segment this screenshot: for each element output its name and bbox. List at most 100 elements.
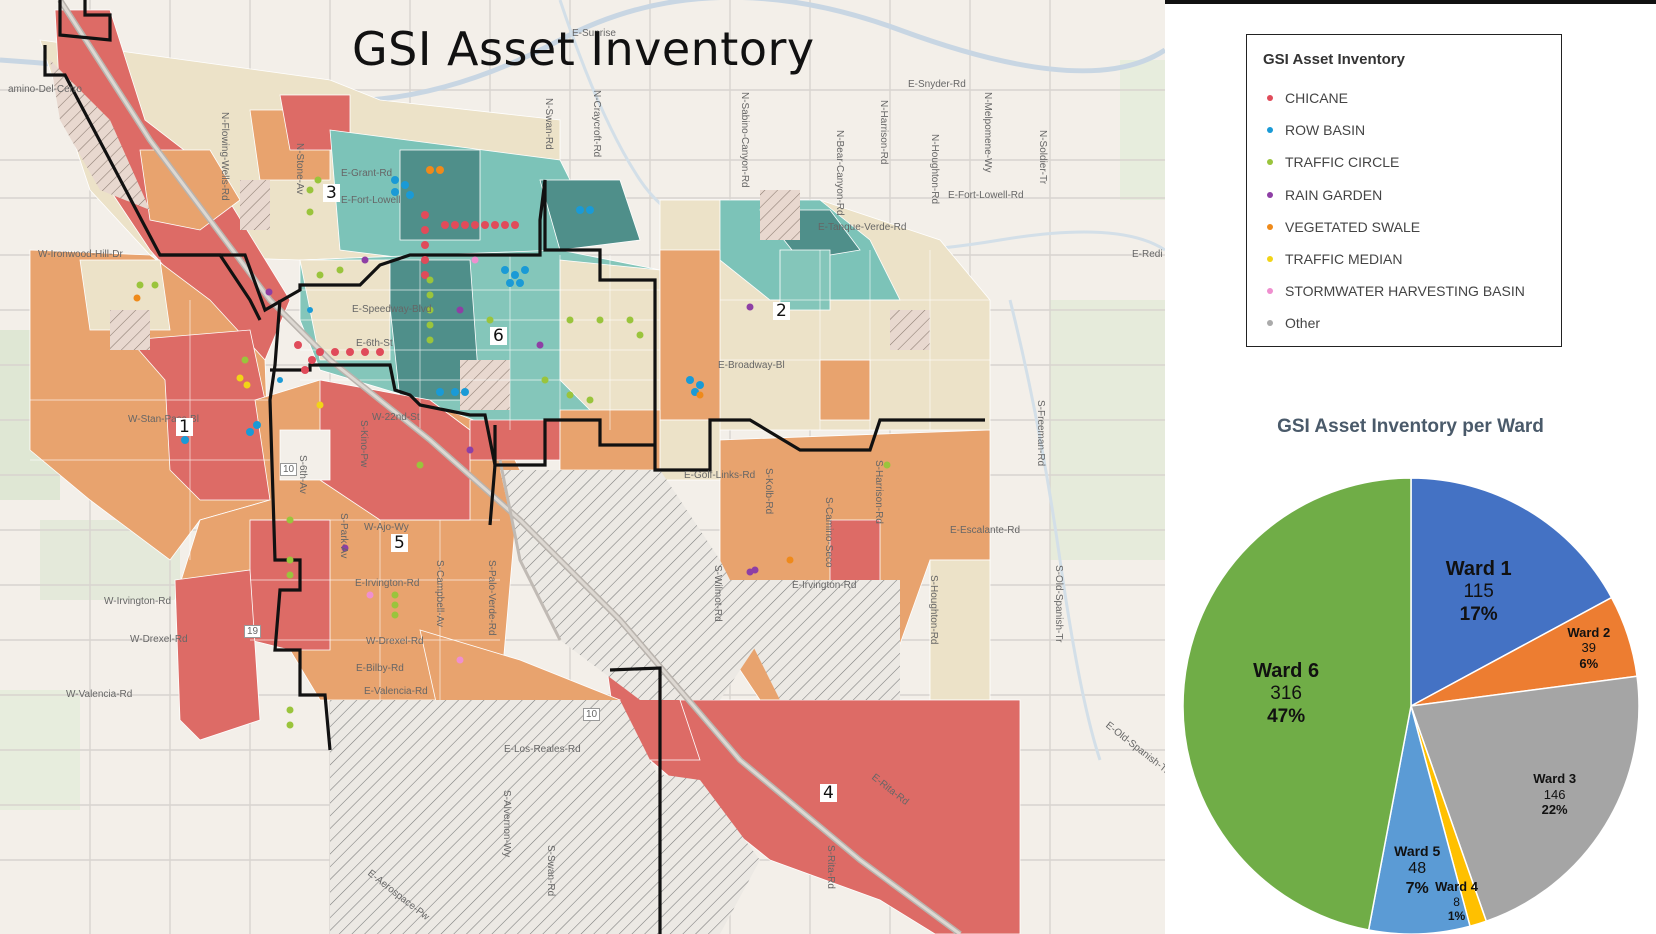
street-label: N-Houghton-Rd [929,134,940,205]
legend-item-rain-garden: RAIN GARDEN [1267,187,1382,203]
chart-title: GSI Asset Inventory per Ward [1277,416,1544,437]
ward-number-label: 2 [773,302,790,320]
pie-slice-ward-3 [1409,675,1640,923]
street-label: E-Valencia-Rd [364,686,428,697]
legend-item-vegetated-swale: VEGETATED SWALE [1267,219,1420,235]
street-label: S-Kolb-Rd [763,468,774,515]
highway-shield: 10 [280,463,298,476]
street-label: W-Ajo-Wy [364,522,409,533]
legend-swatch [1267,256,1273,263]
street-label: E-Irvington-Rd [792,580,857,591]
legend-swatch [1267,224,1273,231]
street-label: E-Fort-Lowell [341,195,401,206]
highways [57,0,962,934]
legend-item-traffic-median: TRAFFIC MEDIAN [1267,251,1402,267]
legend-swatch [1267,320,1273,327]
street-label: N-Flowing-Wells-Rd [219,112,230,201]
street-label: E-Escalante-Rd [950,525,1021,536]
slice-percent-label: 6% [1579,656,1599,672]
slice-category-label: Ward 4 [1435,879,1478,895]
slice-category-label: Ward 2 [1567,624,1611,640]
street-label: E-Fort-Lowell-Rd [948,190,1024,201]
street-label: E-Irvington-Rd [355,578,420,589]
pie-data-label: Ward 5 48 7% [1394,843,1440,898]
street-label: E-Los-Reales-Rd [504,744,581,755]
street-label: E-Redi [1132,249,1163,260]
legend-swatch [1267,288,1273,295]
slice-category-label: Ward 1 [1445,558,1512,581]
street-label: E-Bilby-Rd [356,663,404,674]
street-label: N-Harrison-Rd [878,100,889,165]
legend-item-traffic-circle: TRAFFIC CIRCLE [1267,154,1399,170]
legend-item-stormwater-harvesting-basin: STORMWATER HARVESTING BASIN [1267,283,1525,299]
legend-swatch [1267,192,1273,199]
street-label: N-Craycroft-Rd [591,90,602,158]
street-label: E-Sunrise [572,28,616,39]
street-label: N-Sabino-Canyon-Rd [739,92,750,188]
legend-title: GSI Asset Inventory [1263,51,1405,68]
slice-value-label: 115 [1463,581,1494,603]
highway-shield: 10 [583,708,601,721]
street-label: W-Irvington-Rd [104,596,172,607]
slice-value-label: 39 [1581,640,1597,656]
pie-slice-ward-6 [1182,477,1412,931]
street-label: W-Stan-Pass-Bl [128,414,199,425]
street-label: S-6th-Av [297,455,308,494]
gsi-asset-points [133,166,891,729]
street-label: W-Drexel-Rd [366,636,424,647]
slice-category-label: Ward 3 [1533,770,1577,786]
street-label: N-Swan-Rd [543,98,554,150]
street-label: S-Campbell-Av [434,560,445,628]
street-label: S-Park-Av [338,513,349,559]
street-label: E-Speedway-Blvd [352,304,432,315]
legend-swatch [1267,127,1273,134]
ward-map[interactable]: 10 10 19 amino-Del-Cerro W-Ironwood-Hill… [0,0,1165,934]
legend-swatch [1267,95,1273,102]
pie-slice-ward-1 [1410,477,1613,708]
slice-percent-label: 7% [1405,879,1429,897]
ward-number-label: 5 [391,534,408,552]
street-label: N-Soldier-Tr [1037,130,1048,185]
pie-data-label: Ward 2 39 6% [1567,625,1610,672]
slice-percent-label: 22% [1541,802,1568,818]
slice-value-label: 48 [1408,860,1427,878]
street-label: E-Grant-Rd [341,168,393,179]
street-label: S-Swan-Rd [545,845,556,897]
map-legend: GSI Asset Inventory CHICANE ROW BASIN TR… [1246,34,1562,347]
ward-number-label: 6 [490,327,507,345]
street-label: W-22nd-St [372,412,420,423]
street-label: S-Old-Spanish-Tr [1053,565,1064,643]
ward-number-label: 1 [176,418,193,436]
street-label: W-Drexel-Rd [130,634,188,645]
pie-data-label: Ward 3 146 22% [1533,771,1576,818]
street-label: S-Freeman-Rd [1035,400,1046,467]
legend-item-row-basin: ROW BASIN [1267,122,1365,138]
street-label: N-Melpomene-Wy [982,92,993,173]
street-label: S-Kino-Pw [358,420,369,468]
pie-svg [1182,477,1640,934]
slice-value-label: 146 [1543,786,1566,802]
street-label: amino-Del-Cerro [8,84,82,95]
pie-chart: GSI Asset Inventory per Ward Ward 1 115 17… [1165,400,1656,934]
ward-number-label: 4 [820,784,837,802]
street-label: S-Rita-Rd [825,845,836,889]
legend-item-chicane: CHICANE [1267,90,1348,106]
slice-percent-label: 47% [1267,706,1306,728]
pie-data-label: Ward 1 115 17% [1446,557,1512,627]
ward-number-label: 3 [323,184,340,202]
street-label: E-Tanque-Verde-Rd [818,222,907,233]
street-label: S-Palo-Verde-Rd [486,560,497,636]
street-label: S-Wilmot-Rd [712,565,723,622]
slice-category-label: Ward 6 [1253,660,1320,683]
street-label: S-Camino-Seco [823,497,834,568]
street-label: S-Harrison-Rd [873,460,884,524]
street-label: N-Bear-Canyon-Rd [834,130,845,216]
pie-data-label: Ward 6 316 47% [1253,659,1319,729]
legend-item-other: Other [1267,315,1320,331]
street-label: N-Stone-Av [294,143,305,195]
slice-category-label: Ward 5 [1394,842,1441,859]
street-label: W-Valencia-Rd [66,689,133,700]
street-label: S-Houghton-Rd [928,575,939,645]
slice-percent-label: 1% [1447,909,1466,924]
street-label: W-Ironwood-Hill-Dr [38,249,123,260]
